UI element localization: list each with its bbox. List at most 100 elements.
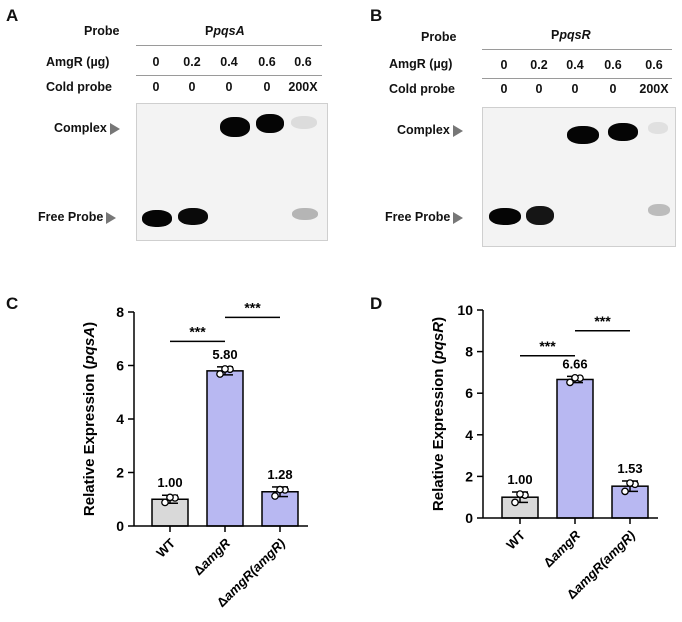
panel-b-probe-name: PpqsR	[551, 28, 591, 42]
value-label: 6.66	[562, 356, 587, 371]
data-point	[271, 492, 279, 500]
panel-b-free-band-lane-2	[526, 206, 554, 225]
significance-label: ***	[539, 338, 556, 354]
data-point	[516, 490, 524, 498]
panel-b-complex-band-lane-3	[567, 126, 599, 144]
value-label: 1.53	[617, 461, 642, 476]
panel-a-amgr-lane-5: 0.6	[294, 55, 312, 69]
y-tick-label: 2	[465, 468, 473, 484]
data-point	[571, 373, 579, 382]
panel-b-cold-lane-4: 0	[609, 82, 617, 96]
panel-a-cold-lane-5: 200X	[288, 80, 318, 94]
panel-b-amgr-lane-5: 0.6	[645, 58, 663, 72]
x-tick-label: WT	[503, 527, 528, 552]
panel-a-cold-lane-2: 0	[188, 80, 196, 94]
triangle-right-icon	[106, 211, 117, 224]
panel-b-amgr-rule	[482, 78, 672, 79]
panel-b-free-band-lane-1	[489, 208, 521, 225]
panel-a-amgr-lane-4: 0.6	[258, 55, 276, 69]
panel-d-bar-chart: 0 2 4 6 8 10 Relative Expression (pqsR) 1.00 6.6…	[430, 302, 658, 602]
panel-a-probe-name: PpqsA	[205, 24, 245, 38]
panel-a-header-rule	[136, 45, 322, 46]
x-tick-label: ΔamgR	[190, 535, 233, 578]
triangle-right-icon	[109, 122, 120, 135]
panel-a-free-band-lane-5	[292, 208, 318, 220]
data-point	[276, 485, 284, 494]
triangle-right-icon	[452, 124, 463, 137]
data-point	[566, 378, 574, 387]
value-label: 1.00	[507, 472, 532, 487]
panel-a-cold-label: Cold probe	[46, 80, 112, 94]
panel-a-free-band-lane-2	[178, 208, 208, 225]
bar	[556, 378, 594, 519]
y-axis-label: Relative Expression (pqsR)	[430, 317, 447, 511]
panel-b-amgr-lane-4: 0.6	[604, 58, 622, 72]
panel-b-complex-band-lane-5	[648, 122, 668, 134]
y-tick-label: 2	[116, 465, 124, 481]
panel-a-complex-marker: Complex	[54, 121, 120, 135]
panel-a-cold-lane-1: 0	[152, 80, 160, 94]
panel-b-complex-band-lane-4	[608, 123, 638, 141]
panel-a-complex-band-lane-3	[220, 117, 250, 137]
panel-a-complex-band-lane-5	[291, 116, 317, 129]
y-tick-label: 0	[116, 518, 124, 534]
panel-a-complex-band-lane-4	[256, 114, 284, 133]
data-point	[621, 487, 629, 496]
panel-c-bar-chart: 0 2 4 6 8 Relative Expression (pqsA) 1.00 5.80 1…	[81, 299, 308, 610]
panel-b-gel-image	[482, 107, 676, 247]
x-tick-label: ΔamgR	[540, 527, 583, 570]
panel-b-cold-lane-5: 200X	[639, 82, 669, 96]
panel-b-letter: B	[370, 6, 383, 25]
panel-b-cold-label: Cold probe	[389, 82, 455, 96]
significance-label: ***	[189, 323, 206, 339]
panel-b-cold-lane-3: 0	[571, 82, 579, 96]
panel-b-amgr-lane-3: 0.4	[566, 58, 584, 72]
panel-b-cold-lane-2: 0	[535, 82, 543, 96]
value-label: 1.28	[267, 467, 292, 482]
triangle-right-icon	[453, 211, 464, 224]
data-point	[626, 479, 634, 487]
panel-a-amgr-label: AmgR (µg)	[46, 55, 110, 69]
panel-a-free-probe-marker: Free Probe	[38, 210, 117, 224]
panel-b-probe-label: Probe	[421, 30, 457, 44]
panel-b-free-probe-marker: Free Probe	[385, 210, 464, 224]
panel-b-complex-marker: Complex	[397, 123, 463, 137]
significance-label: ***	[594, 313, 611, 329]
panel-b-amgr-lane-2: 0.2	[530, 58, 548, 72]
data-point	[166, 493, 174, 502]
panel-a-amgr-lane-3: 0.4	[220, 55, 238, 69]
panel-b-amgr-lane-1: 0	[500, 58, 508, 72]
panel-a-cold-lane-3: 0	[225, 80, 233, 94]
panel-c-letter: C	[6, 294, 19, 313]
panel-a-cold-lane-4: 0	[263, 80, 271, 94]
data-point	[161, 498, 169, 507]
y-tick-label: 8	[465, 344, 473, 360]
value-label: 5.80	[212, 347, 237, 362]
y-tick-label: 4	[116, 411, 124, 427]
panel-a-probe-label: Probe	[84, 24, 120, 38]
value-label: 1.00	[157, 475, 182, 490]
panel-b-amgr-label: AmgR (µg)	[389, 57, 453, 71]
data-point	[511, 498, 519, 507]
data-point	[216, 370, 224, 378]
y-axis-label: Relative Expression (pqsA)	[81, 322, 98, 516]
y-tick-label: 0	[465, 510, 473, 526]
panel-a-free-band-lane-1	[142, 210, 172, 227]
panel-a-letter: A	[6, 6, 19, 25]
data-point	[221, 365, 229, 373]
x-tick-label: WT	[153, 535, 178, 560]
y-tick-label: 4	[465, 427, 473, 443]
panel-a-gel-image	[136, 103, 328, 241]
y-tick-label: 8	[116, 304, 124, 320]
panel-d-letter: D	[370, 294, 383, 313]
bar	[261, 491, 299, 527]
significance-label: ***	[244, 299, 261, 315]
panel-b-free-band-lane-5	[648, 204, 670, 216]
y-tick-label: 6	[465, 385, 473, 401]
panel-b-cold-lane-1: 0	[500, 82, 508, 96]
y-tick-label: 6	[116, 358, 124, 374]
panel-b-header-rule	[482, 49, 672, 50]
y-tick-label: 10	[457, 302, 473, 318]
panel-a-amgr-rule	[136, 75, 322, 76]
panel-a-amgr-lane-1: 0	[152, 55, 160, 69]
